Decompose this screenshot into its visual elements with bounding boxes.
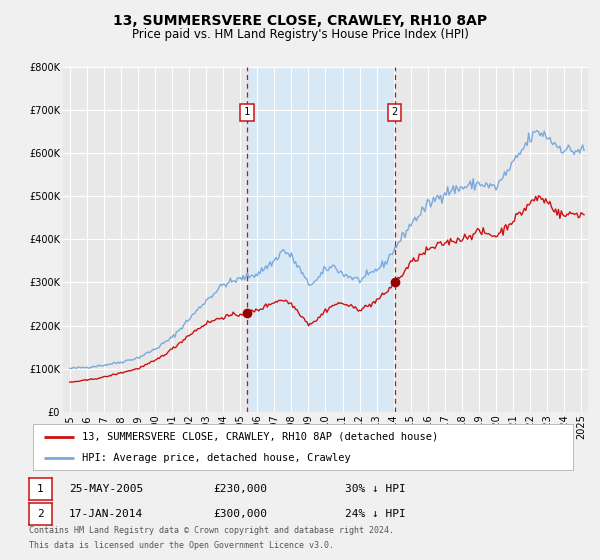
Text: This data is licensed under the Open Government Licence v3.0.: This data is licensed under the Open Gov… <box>29 541 334 550</box>
Text: 1: 1 <box>244 108 250 118</box>
Text: 13, SUMMERSVERE CLOSE, CRAWLEY, RH10 8AP: 13, SUMMERSVERE CLOSE, CRAWLEY, RH10 8AP <box>113 14 487 28</box>
Text: Price paid vs. HM Land Registry's House Price Index (HPI): Price paid vs. HM Land Registry's House … <box>131 28 469 41</box>
Text: 24% ↓ HPI: 24% ↓ HPI <box>345 509 406 519</box>
Text: 2: 2 <box>37 509 44 519</box>
Text: Contains HM Land Registry data © Crown copyright and database right 2024.: Contains HM Land Registry data © Crown c… <box>29 526 394 535</box>
Text: 2: 2 <box>391 108 398 118</box>
Text: 30% ↓ HPI: 30% ↓ HPI <box>345 484 406 494</box>
Bar <box>247 67 395 412</box>
Text: 25-MAY-2005: 25-MAY-2005 <box>69 484 143 494</box>
Text: 13, SUMMERSVERE CLOSE, CRAWLEY, RH10 8AP (detached house): 13, SUMMERSVERE CLOSE, CRAWLEY, RH10 8AP… <box>82 432 438 442</box>
Text: HPI: Average price, detached house, Crawley: HPI: Average price, detached house, Craw… <box>82 453 350 463</box>
Text: 17-JAN-2014: 17-JAN-2014 <box>69 509 143 519</box>
Text: £300,000: £300,000 <box>213 509 267 519</box>
Text: £230,000: £230,000 <box>213 484 267 494</box>
Text: 1: 1 <box>37 484 44 494</box>
